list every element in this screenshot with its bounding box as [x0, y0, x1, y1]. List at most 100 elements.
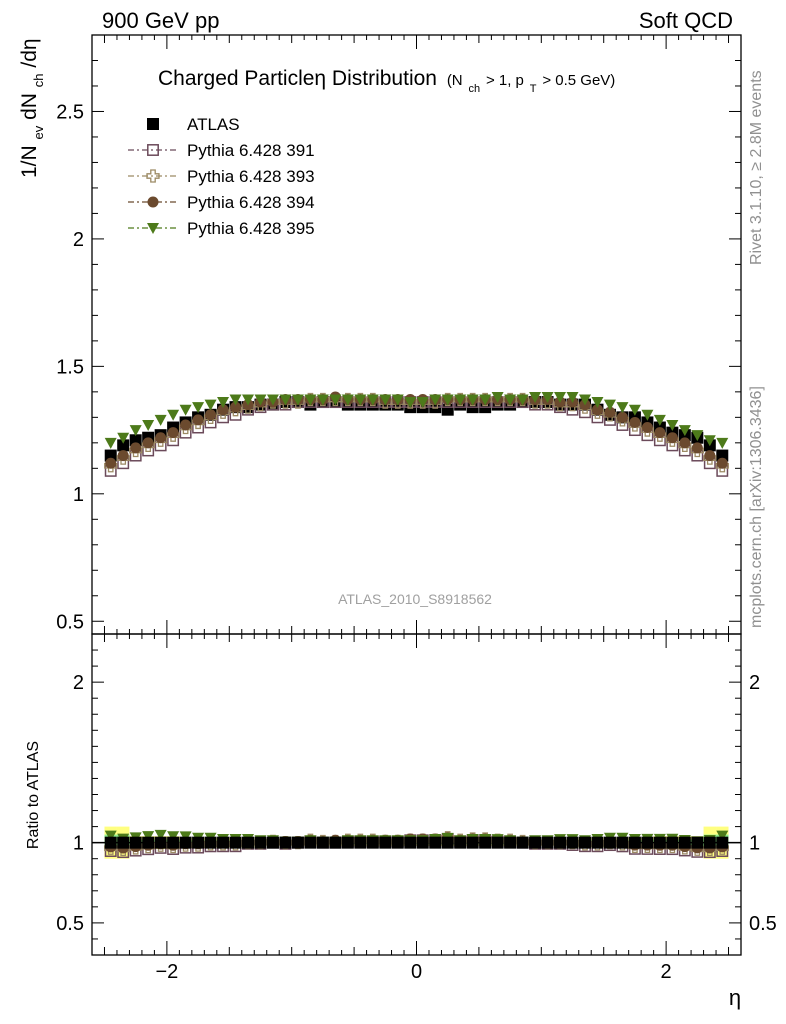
ylabel-a: 1/N — [18, 145, 41, 178]
legend-marker — [147, 118, 159, 130]
ratio-point — [204, 836, 217, 849]
legend-label: Pythia 6.428 395 — [187, 219, 315, 238]
ratio-point — [616, 836, 629, 849]
ratio-point — [479, 836, 492, 849]
data-point — [541, 391, 554, 403]
ratio-point — [703, 836, 716, 849]
title-main: Charged Particleη Distribution — [158, 67, 437, 90]
data-point — [703, 435, 716, 447]
main-panel-markers — [104, 391, 729, 477]
ratio-frame — [91, 633, 742, 956]
x-tick-label: 2 — [661, 961, 672, 983]
data-point — [653, 414, 666, 426]
ratio-point — [179, 836, 192, 849]
data-point — [217, 404, 229, 416]
ratio-point — [516, 836, 529, 849]
ratio-point — [529, 836, 542, 849]
x-tick-label: −2 — [155, 961, 178, 983]
chart-title: Charged Particleη Distribution (N ch > 1… — [158, 67, 615, 97]
data-point — [192, 402, 205, 414]
ratio-y-tick-label-right: 2 — [749, 672, 760, 694]
data-point — [466, 394, 479, 406]
data-point — [154, 414, 167, 426]
legend-label: ATLAS — [187, 115, 240, 134]
ratio-point — [391, 836, 404, 849]
ylabel-b: dN — [18, 93, 41, 120]
data-point — [105, 457, 117, 469]
legend-marker — [146, 169, 160, 183]
data-point — [354, 394, 367, 406]
title-sub1: ch — [468, 83, 480, 95]
legend: ATLAS Pythia 6.428 391 Pythia 6.428 393 Pyt… — [128, 115, 315, 238]
ratio-point — [304, 836, 317, 849]
title-close: > 0.5 GeV) — [542, 72, 615, 89]
data-point — [142, 419, 155, 431]
data-point — [454, 394, 467, 406]
data-point — [117, 450, 129, 462]
ratio-point — [603, 836, 616, 849]
main-y-tick-label: 1 — [73, 484, 84, 506]
ylabel-s2: ch — [31, 73, 46, 87]
ratio-point — [554, 836, 567, 849]
ratio-point — [104, 830, 117, 842]
data-point — [691, 442, 703, 454]
data-point — [129, 425, 142, 437]
main-y-tick-label: 0.5 — [56, 611, 84, 633]
data-point — [167, 409, 180, 421]
data-point — [254, 394, 267, 406]
data-point — [217, 397, 230, 409]
ratio-point — [591, 836, 604, 849]
ratio-point — [192, 836, 205, 849]
rivet-version-label: Rivet 3.1.10, ≥ 2.8M events — [748, 70, 765, 265]
data-point — [604, 406, 616, 418]
ratio-point — [566, 836, 579, 849]
ratio-point — [379, 836, 392, 849]
data-point — [578, 394, 591, 406]
data-point — [566, 391, 579, 403]
ylabel-s1: ev — [31, 125, 46, 139]
main-y-tick-label: 2 — [73, 229, 84, 251]
ratio-point — [466, 836, 479, 849]
analysis-id: ATLAS_2010_S8918562 — [338, 591, 492, 607]
data-point — [654, 427, 666, 439]
legend-marker — [147, 196, 159, 208]
data-point — [279, 394, 292, 406]
data-point — [504, 394, 517, 406]
data-point — [104, 449, 117, 462]
data-point — [628, 404, 641, 416]
x-tick-label: 0 — [411, 961, 422, 983]
ratio-point — [154, 829, 167, 841]
data-point — [180, 419, 192, 431]
data-point — [205, 409, 217, 421]
ratio-point — [416, 836, 429, 849]
axis-tick-labels: 0.5 1 1.5 2 2.5 0.5 0.5 1 1 2 2 −2 0 2 — [56, 101, 777, 983]
data-point — [304, 394, 317, 406]
data-point — [603, 399, 616, 411]
data-point — [117, 439, 130, 452]
title-sub2: T — [530, 83, 537, 95]
ratio-point — [491, 836, 504, 849]
main-y-tick-label: 1.5 — [56, 356, 84, 378]
ratio-point — [266, 836, 279, 849]
ratio-y-tick-label-right: 1 — [749, 833, 760, 855]
data-point — [591, 397, 604, 409]
data-point — [554, 391, 567, 403]
data-point — [391, 394, 404, 406]
ratio-y-axis-label: Ratio to ATLAS — [25, 741, 42, 849]
data-point — [155, 432, 167, 444]
data-point — [666, 419, 679, 431]
data-point — [691, 430, 704, 442]
ratio-point — [429, 836, 442, 849]
data-point — [229, 394, 242, 406]
data-point — [341, 394, 354, 406]
ratio-point — [366, 836, 379, 849]
data-point — [716, 437, 729, 449]
ratio-point — [229, 836, 242, 849]
ratio-point — [142, 831, 155, 843]
legend-label: Pythia 6.428 394 — [187, 193, 315, 212]
data-point — [516, 394, 529, 406]
ratio-point — [329, 836, 342, 849]
ratio-point — [154, 836, 167, 849]
data-point — [204, 399, 217, 411]
ratio-point — [354, 836, 367, 849]
